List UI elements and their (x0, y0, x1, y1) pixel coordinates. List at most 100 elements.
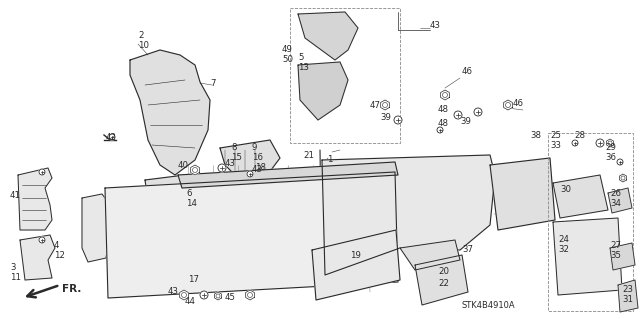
Bar (290, 8, 400, 143)
Text: 6: 6 (186, 189, 191, 197)
Text: 43: 43 (168, 286, 179, 295)
Circle shape (247, 171, 253, 177)
Text: 13: 13 (298, 63, 309, 72)
Text: 28: 28 (574, 131, 585, 140)
Text: 2: 2 (138, 32, 143, 41)
Text: 43: 43 (225, 159, 236, 167)
Text: 5: 5 (298, 54, 303, 63)
Text: 36: 36 (605, 153, 616, 162)
Text: 7: 7 (210, 78, 216, 87)
Text: 31: 31 (622, 295, 633, 305)
Text: 3: 3 (10, 263, 15, 272)
Text: 15: 15 (231, 153, 242, 162)
Polygon shape (610, 243, 635, 270)
Text: 48: 48 (438, 106, 449, 115)
Polygon shape (415, 255, 468, 305)
Text: 34: 34 (610, 198, 621, 207)
Polygon shape (490, 158, 555, 230)
Text: 50: 50 (282, 56, 293, 64)
Text: 29: 29 (605, 144, 616, 152)
Text: 43: 43 (430, 20, 441, 29)
Text: 46: 46 (513, 99, 524, 108)
Text: 40: 40 (178, 160, 189, 169)
Text: 20: 20 (438, 268, 449, 277)
Text: 41: 41 (10, 190, 21, 199)
Text: 46: 46 (462, 68, 473, 77)
Polygon shape (214, 292, 221, 300)
Polygon shape (608, 188, 632, 213)
Polygon shape (180, 290, 188, 300)
Circle shape (437, 127, 443, 133)
Text: 17: 17 (188, 276, 199, 285)
Circle shape (572, 140, 578, 146)
Polygon shape (130, 50, 210, 175)
Text: 10: 10 (138, 41, 149, 50)
Text: 21: 21 (303, 151, 314, 160)
Polygon shape (18, 168, 52, 230)
Text: 32: 32 (558, 246, 569, 255)
Polygon shape (178, 162, 398, 188)
Polygon shape (553, 218, 622, 295)
Polygon shape (381, 100, 389, 110)
Text: 35: 35 (610, 250, 621, 259)
Text: 37: 37 (462, 246, 473, 255)
Text: 43: 43 (252, 166, 263, 174)
Polygon shape (504, 100, 513, 110)
Circle shape (617, 159, 623, 165)
Circle shape (454, 111, 462, 119)
Polygon shape (191, 165, 199, 175)
Text: 24: 24 (558, 235, 569, 244)
Circle shape (394, 116, 402, 124)
Text: 25: 25 (550, 131, 561, 140)
Polygon shape (105, 172, 398, 298)
Circle shape (596, 139, 604, 147)
Circle shape (200, 291, 208, 299)
Circle shape (474, 108, 482, 116)
Polygon shape (607, 139, 614, 147)
Text: 26: 26 (610, 189, 621, 197)
Text: 27: 27 (610, 241, 621, 249)
Polygon shape (246, 290, 254, 300)
Circle shape (39, 169, 45, 175)
Polygon shape (441, 90, 449, 100)
Text: 48: 48 (438, 118, 449, 128)
Text: FR.: FR. (62, 284, 81, 294)
Text: 38: 38 (530, 130, 541, 139)
Text: 18: 18 (255, 164, 266, 173)
Polygon shape (620, 174, 627, 182)
Text: 22: 22 (438, 278, 449, 287)
Text: 12: 12 (54, 250, 65, 259)
Text: 8: 8 (231, 144, 237, 152)
Circle shape (109, 134, 115, 140)
Text: 16: 16 (252, 153, 263, 162)
Text: 39: 39 (380, 113, 391, 122)
Text: 33: 33 (550, 142, 561, 151)
Polygon shape (618, 280, 638, 312)
Text: STK4B4910A: STK4B4910A (462, 301, 516, 310)
Polygon shape (322, 155, 495, 275)
Text: 23: 23 (622, 286, 633, 294)
Polygon shape (312, 230, 400, 300)
Text: 44: 44 (185, 298, 196, 307)
Polygon shape (298, 12, 358, 60)
Polygon shape (298, 62, 348, 120)
Text: 39: 39 (460, 117, 471, 127)
Text: 14: 14 (186, 198, 197, 207)
Text: 47: 47 (370, 100, 381, 109)
Text: 42: 42 (106, 133, 117, 143)
Polygon shape (400, 240, 460, 270)
Polygon shape (220, 140, 280, 180)
Text: 1: 1 (327, 155, 333, 165)
Text: 9: 9 (252, 144, 257, 152)
Text: 4: 4 (54, 241, 60, 249)
Text: 45: 45 (225, 293, 236, 302)
Polygon shape (82, 194, 110, 262)
Text: 11: 11 (10, 273, 21, 283)
Text: 19: 19 (350, 250, 361, 259)
Polygon shape (553, 175, 608, 218)
Circle shape (39, 237, 45, 243)
Polygon shape (145, 175, 192, 220)
Text: 30: 30 (560, 186, 571, 195)
Bar (548, 133, 633, 311)
Text: 49: 49 (282, 46, 293, 55)
